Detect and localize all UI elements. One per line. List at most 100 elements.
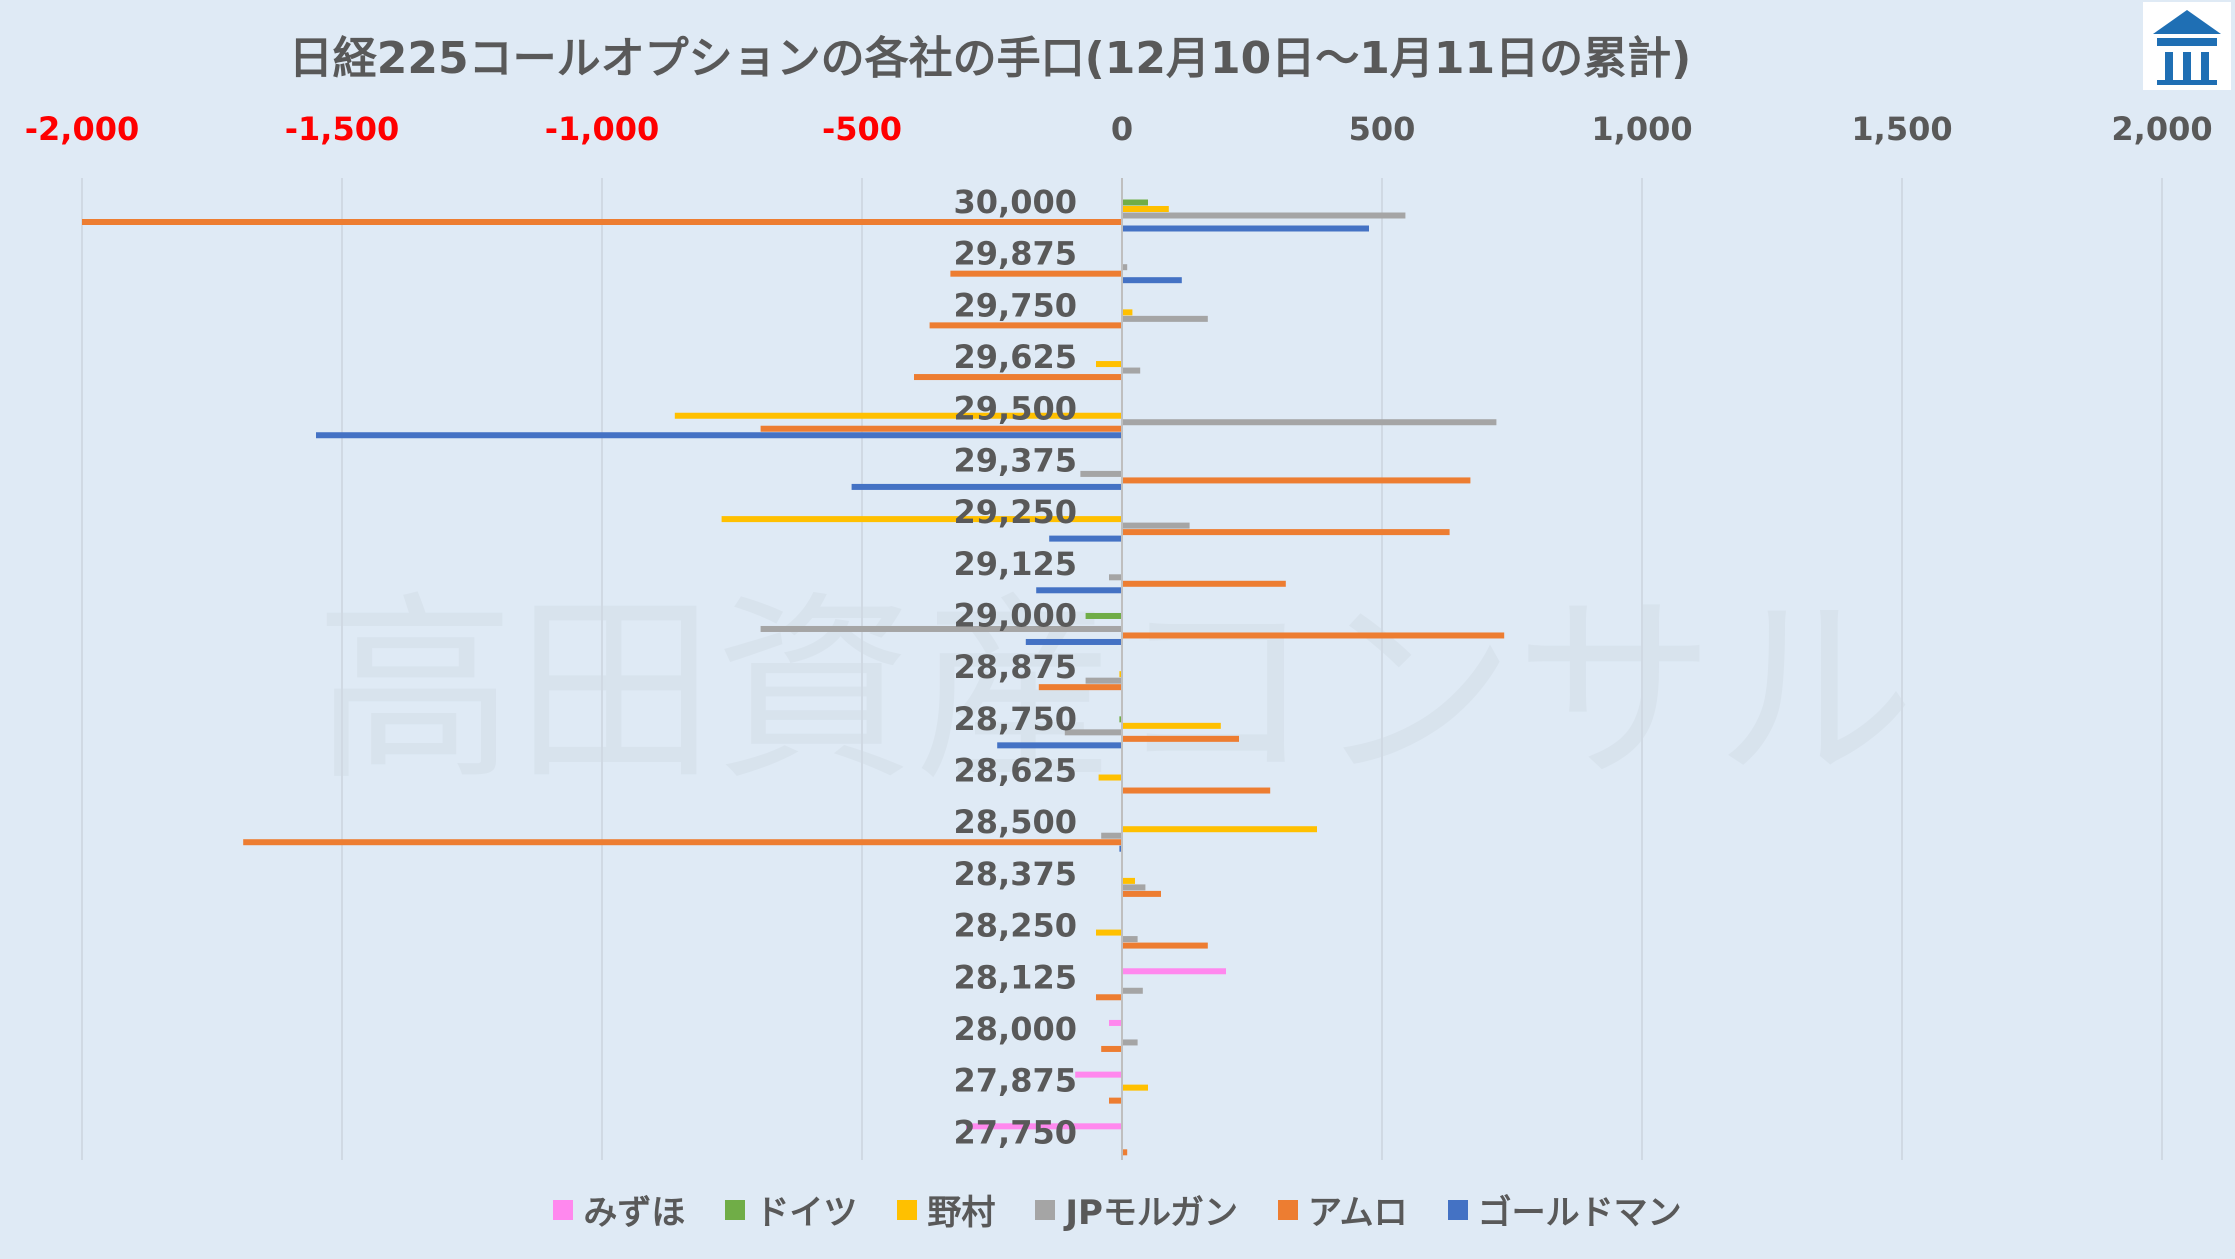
category-label: 28,000 — [954, 1010, 1077, 1048]
category-label: 28,875 — [954, 648, 1077, 686]
bar — [1122, 968, 1226, 975]
x-tick-label: 500 — [1349, 110, 1416, 148]
bar — [1122, 199, 1148, 206]
legend-item: みずほ — [553, 1185, 685, 1234]
category-label: 29,375 — [954, 441, 1077, 479]
bar — [1122, 419, 1497, 426]
watermark: 高田資産コンサル — [315, 575, 1915, 808]
bar — [1122, 315, 1208, 322]
legend-item: アムロ — [1277, 1185, 1408, 1234]
bar — [243, 839, 1122, 846]
bar — [1096, 994, 1122, 1001]
bar — [1122, 277, 1182, 284]
bar — [1122, 206, 1169, 212]
category-label: 28,250 — [954, 907, 1077, 945]
bar — [966, 1123, 1122, 1130]
bar — [1122, 826, 1317, 833]
bar — [1038, 684, 1122, 691]
bar — [1122, 522, 1190, 529]
bar — [1085, 612, 1122, 619]
bar — [1122, 722, 1221, 729]
legend-swatch — [1447, 1199, 1468, 1220]
legend-label: アムロ — [1307, 1193, 1408, 1233]
bar — [1025, 638, 1122, 645]
bar — [1101, 832, 1122, 839]
x-tick-label: 1,000 — [1591, 110, 1692, 148]
bar — [851, 483, 1122, 490]
category-label: 29,625 — [954, 338, 1077, 376]
legend-swatch — [725, 1199, 746, 1220]
bar — [1122, 1149, 1128, 1156]
bar — [82, 219, 1122, 225]
bar — [1075, 1071, 1122, 1078]
legend-item: 野村 — [897, 1185, 995, 1234]
x-tick-label: -1,500 — [285, 110, 400, 148]
x-tick-label: -2,000 — [25, 110, 140, 148]
bar — [950, 270, 1122, 277]
bar — [721, 516, 1122, 523]
category-label: 29,000 — [954, 596, 1077, 634]
bar — [1080, 470, 1122, 477]
x-tick-label: 2,000 — [2111, 110, 2212, 148]
bar — [914, 374, 1122, 381]
legend-label: 野村 — [927, 1193, 996, 1233]
bar — [1122, 942, 1208, 949]
bar — [1122, 735, 1239, 742]
bar — [1122, 1039, 1138, 1046]
bar — [1101, 1045, 1122, 1052]
bar — [1122, 212, 1406, 219]
bar — [1122, 787, 1271, 794]
x-tick-label: -1,000 — [545, 110, 660, 148]
legend-label: ゴールドマン — [1477, 1193, 1682, 1233]
bar — [1098, 774, 1122, 781]
bar — [1036, 587, 1122, 594]
bar — [1109, 1019, 1122, 1026]
x-tick-label: 1,500 — [1851, 110, 1952, 148]
bar — [1096, 929, 1122, 936]
category-label: 27,750 — [954, 1113, 1077, 1151]
bar — [760, 425, 1122, 432]
bar — [1122, 367, 1141, 374]
category-label: 29,500 — [954, 390, 1077, 428]
bar — [1122, 477, 1471, 484]
logo-icon — [2143, 2, 2231, 90]
legend-item: JPモルガン — [1035, 1185, 1238, 1234]
legend-item: ドイツ — [725, 1185, 857, 1234]
bar — [1122, 225, 1369, 232]
legend-label: みずほ — [583, 1193, 686, 1233]
bar — [1122, 264, 1128, 271]
bar — [760, 625, 1122, 632]
chart-legend: みずほ ドイツ 野村 JPモルガン アムロ ゴールドマン — [0, 1185, 2235, 1234]
legend-swatch — [553, 1199, 574, 1220]
category-label: 28,750 — [954, 700, 1077, 738]
chart-title: 日経225コールオプションの各社の手口(12月10日～1月11日の累計) — [288, 33, 1692, 84]
bar — [1096, 361, 1122, 368]
category-label: 29,125 — [954, 545, 1077, 583]
legend-label: ドイツ — [755, 1193, 858, 1233]
x-tick-label: -500 — [822, 110, 902, 148]
bar — [929, 322, 1122, 329]
bar — [1122, 987, 1143, 994]
legend-swatch — [1035, 1199, 1056, 1220]
bar — [674, 412, 1122, 419]
x-tick-label: 0 — [1111, 110, 1133, 148]
category-label: 28,125 — [954, 958, 1077, 996]
bar — [1122, 890, 1161, 897]
bar — [1122, 877, 1135, 884]
category-label: 29,750 — [954, 286, 1077, 324]
category-label: 30,000 — [954, 183, 1077, 221]
bar — [997, 742, 1122, 749]
bar — [316, 432, 1122, 439]
bar — [1122, 632, 1505, 639]
bar-chart: 高田資産コンサル -2,000 -1,500 -1,000 -500 0 500 1,000 1… — [25, 110, 2213, 1160]
bar — [1122, 936, 1138, 943]
bar — [1122, 1084, 1148, 1091]
bar — [1119, 716, 1122, 723]
bar — [1119, 845, 1122, 852]
bar — [1122, 309, 1133, 316]
bar — [1064, 729, 1122, 736]
bar — [1122, 884, 1146, 891]
bar — [1085, 677, 1122, 684]
bar — [1109, 1097, 1122, 1104]
category-label: 28,500 — [954, 803, 1077, 841]
